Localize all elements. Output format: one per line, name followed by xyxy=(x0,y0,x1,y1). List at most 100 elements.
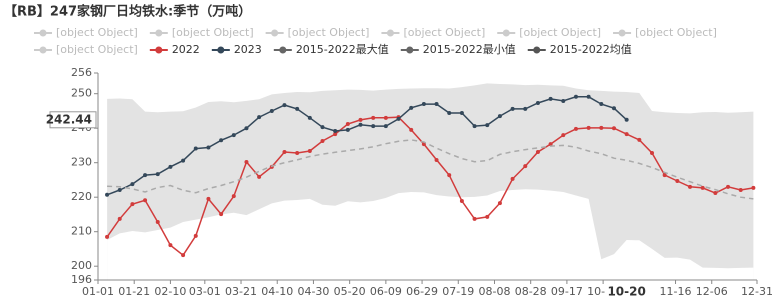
x-tick-label: 12-31 xyxy=(741,285,773,298)
y-tick-label: 200 xyxy=(71,259,92,272)
data-point xyxy=(155,220,160,225)
legend-label: [object Object] xyxy=(172,26,254,39)
y-tick-label: 220 xyxy=(71,190,92,203)
legend-label: [object Object] xyxy=(519,26,601,39)
x-tick-label: 01-21 xyxy=(118,285,150,298)
legend-item[interactable]: [object Object] xyxy=(34,26,138,39)
legend-item[interactable]: 2023 xyxy=(211,43,262,56)
data-point xyxy=(535,150,540,155)
legend-icon-dot xyxy=(406,46,414,54)
series-line xyxy=(106,96,628,196)
legend-item[interactable]: [object Object] xyxy=(34,43,138,56)
x-tick-label: 01-01 xyxy=(82,285,114,298)
x-tick-label: 02-10 xyxy=(154,285,186,298)
data-point xyxy=(624,117,629,122)
data-point xyxy=(548,96,553,101)
legend-icon-dot xyxy=(155,46,163,54)
data-point xyxy=(105,192,110,197)
data-point xyxy=(371,124,376,129)
data-point xyxy=(206,145,211,150)
data-point xyxy=(383,124,388,129)
x-tick-label: 09-17 xyxy=(551,285,583,298)
legend-item[interactable]: [object Object] xyxy=(149,26,254,39)
data-point xyxy=(130,202,135,207)
y-tick-label: 196 xyxy=(71,273,92,286)
data-point xyxy=(561,133,566,138)
data-point xyxy=(117,187,122,192)
data-point xyxy=(548,142,553,147)
legend-item[interactable]: 2015-2022均值 xyxy=(527,43,632,56)
legend-label: 2015-2022最大值 xyxy=(296,42,389,56)
data-point xyxy=(421,102,426,107)
legend-item[interactable]: [object Object] xyxy=(381,26,485,39)
data-point xyxy=(219,138,224,143)
data-point xyxy=(105,234,110,239)
data-point xyxy=(573,126,578,131)
data-point xyxy=(523,164,528,169)
x-tick-label: 07-19 xyxy=(442,285,474,298)
mean-line xyxy=(107,139,754,200)
data-point xyxy=(320,138,325,143)
data-point xyxy=(586,94,591,99)
data-point xyxy=(637,137,642,142)
data-point xyxy=(624,132,629,137)
data-point xyxy=(586,125,591,130)
legend-item[interactable]: [object Object] xyxy=(497,26,601,39)
data-point xyxy=(193,233,198,238)
legend-icon-dot xyxy=(386,29,394,37)
data-point xyxy=(700,185,705,190)
data-point xyxy=(307,115,312,120)
data-point xyxy=(358,117,363,122)
data-point xyxy=(459,111,464,116)
data-point xyxy=(611,106,616,111)
data-point xyxy=(751,185,756,190)
legend-item[interactable]: 2015-2022最小值 xyxy=(400,43,516,56)
data-point xyxy=(193,146,198,151)
legend-label: [object Object] xyxy=(635,26,717,39)
legend-item[interactable]: 2015-2022最大值 xyxy=(273,42,389,56)
data-point xyxy=(738,187,743,192)
data-point xyxy=(219,212,224,217)
legend-item[interactable]: 2022 xyxy=(149,43,200,56)
data-point xyxy=(257,174,262,179)
data-point xyxy=(282,150,287,155)
legend-icon-dot xyxy=(271,29,279,37)
data-point xyxy=(726,184,731,189)
data-point xyxy=(269,108,274,113)
data-point xyxy=(611,126,616,131)
data-point xyxy=(688,184,693,189)
series-line xyxy=(106,116,754,257)
legend-item[interactable]: [object Object] xyxy=(265,26,370,39)
data-point xyxy=(409,105,414,110)
data-point xyxy=(130,182,135,187)
legend-icon-dot xyxy=(533,46,541,54)
legend-label: [object Object] xyxy=(288,26,370,39)
x-tick-label: 03-01 xyxy=(189,285,221,298)
data-point xyxy=(472,124,477,129)
legend-label: [object Object] xyxy=(56,43,138,56)
data-point xyxy=(282,103,287,108)
data-point xyxy=(168,243,173,248)
x-tick-label: 08-28 xyxy=(515,285,547,298)
data-point xyxy=(345,122,350,127)
data-point xyxy=(371,115,376,120)
data-point xyxy=(333,128,338,133)
data-point xyxy=(181,158,186,163)
legend-item[interactable]: [object Object] xyxy=(613,26,717,39)
legend-label: 2015-2022均值 xyxy=(550,43,632,56)
data-point xyxy=(333,132,338,137)
data-point xyxy=(231,133,236,138)
data-point xyxy=(143,198,148,203)
x-tick-label: 11-16 xyxy=(660,285,692,298)
data-point xyxy=(472,216,477,221)
crosshair-x-label: 10-20 xyxy=(607,285,645,299)
data-point xyxy=(434,157,439,162)
legend-icon-dot xyxy=(39,29,47,37)
legend-icon-dot xyxy=(217,46,225,54)
y-tick-label: 250 xyxy=(71,87,92,100)
data-point xyxy=(244,126,249,131)
data-point xyxy=(459,198,464,203)
x-tick-label: 08-08 xyxy=(479,285,511,298)
legend-label: [object Object] xyxy=(403,26,485,39)
data-point xyxy=(599,125,604,130)
